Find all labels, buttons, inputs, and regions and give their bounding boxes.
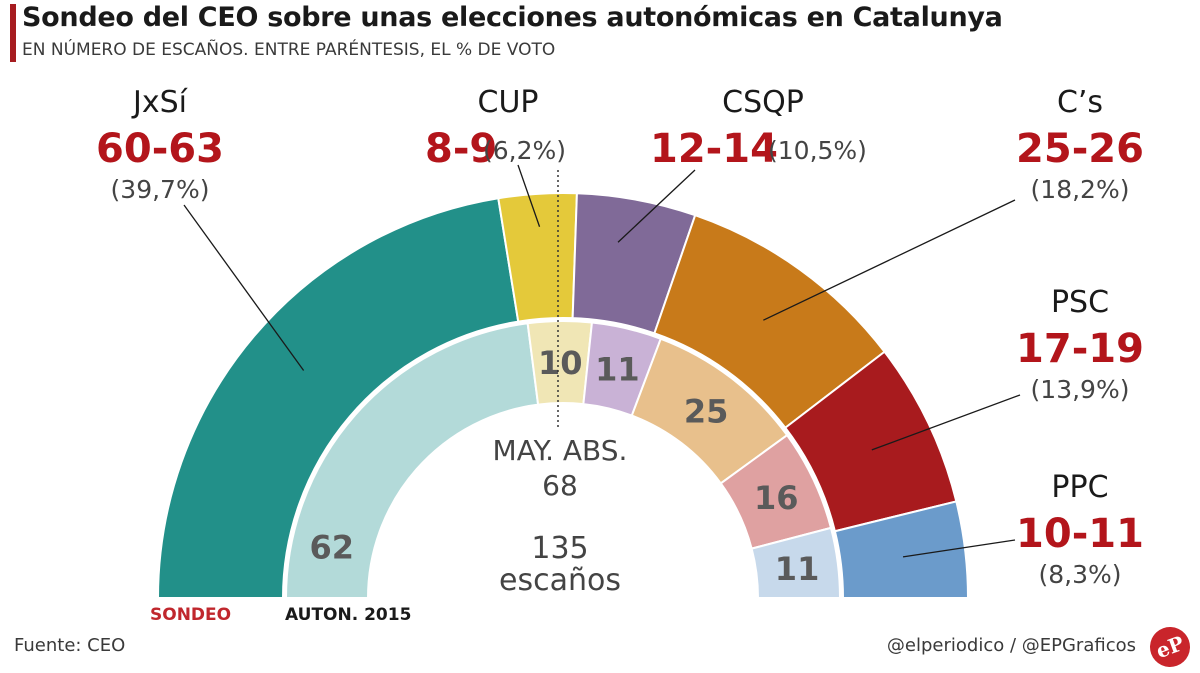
chart-title: Sondeo del CEO sobre unas elecciones aut… <box>22 2 1003 33</box>
seats-range-psc: 17-19 <box>1016 326 1144 372</box>
leader-line-ppc <box>902 539 1016 558</box>
credit-note: @elperiodico / @EPGraficos <box>886 635 1136 656</box>
seats-range-ppc: 10-11 <box>1016 511 1144 557</box>
party-name-ppc: PPC <box>1051 470 1108 505</box>
leader-line-jxs <box>183 204 305 371</box>
party-name-c-s: C’s <box>1057 85 1103 120</box>
vote-pct-ppc: (8,3%) <box>1038 560 1121 589</box>
seats-range-c-s: 25-26 <box>1016 126 1144 172</box>
party-name-psc: PSC <box>1051 285 1109 320</box>
seats-range-jxs: 60-63 <box>96 126 224 172</box>
leader-line-csqp <box>617 169 696 243</box>
vote-pct-cup: (6,2%) <box>483 136 566 165</box>
total-seats-value: 135 <box>531 531 588 566</box>
inner-seat-label: 62 <box>309 528 354 566</box>
total-seats-word: escaños <box>499 563 621 598</box>
outer-segment-ppc <box>833 500 970 599</box>
vote-pct-psc: (13,9%) <box>1031 375 1130 404</box>
seats-range-cup: 8-9 <box>425 126 497 172</box>
outer-ring-label: SONDEO <box>150 605 231 625</box>
party-name-jxs: JxSí <box>131 85 189 120</box>
inner-seat-label: 11 <box>595 350 640 388</box>
seats-range-csqp: 12-14 <box>650 126 778 172</box>
title-accent-bar <box>10 4 16 62</box>
outer-segment-jxs <box>156 197 520 599</box>
party-name-cup: CUP <box>478 85 539 120</box>
inner-seat-label: 25 <box>684 392 729 430</box>
inner-segment-ppc <box>750 526 842 599</box>
vote-pct-jxs: (39,7%) <box>111 175 210 204</box>
vote-pct-c-s: (18,2%) <box>1031 175 1130 204</box>
majority-value: 68 <box>542 469 578 502</box>
inner-seat-label: 11 <box>775 550 820 588</box>
leader-line-psc <box>871 394 1021 451</box>
vote-pct-csqp: (10,5%) <box>768 136 867 165</box>
chart-subtitle: EN NÚMERO DE ESCAÑOS. ENTRE PARÉNTESIS, … <box>22 40 556 60</box>
party-name-csqp: CSQP <box>722 85 804 120</box>
leader-line-c-s <box>763 199 1016 321</box>
inner-ring-label: AUTON. 2015 <box>285 605 411 625</box>
inner-seat-label: 10 <box>538 344 583 382</box>
majority-label: MAY. ABS. <box>493 434 628 467</box>
leader-line-cup <box>517 164 541 227</box>
source-note: Fuente: CEO <box>14 635 126 656</box>
inner-seat-label: 16 <box>754 479 799 517</box>
